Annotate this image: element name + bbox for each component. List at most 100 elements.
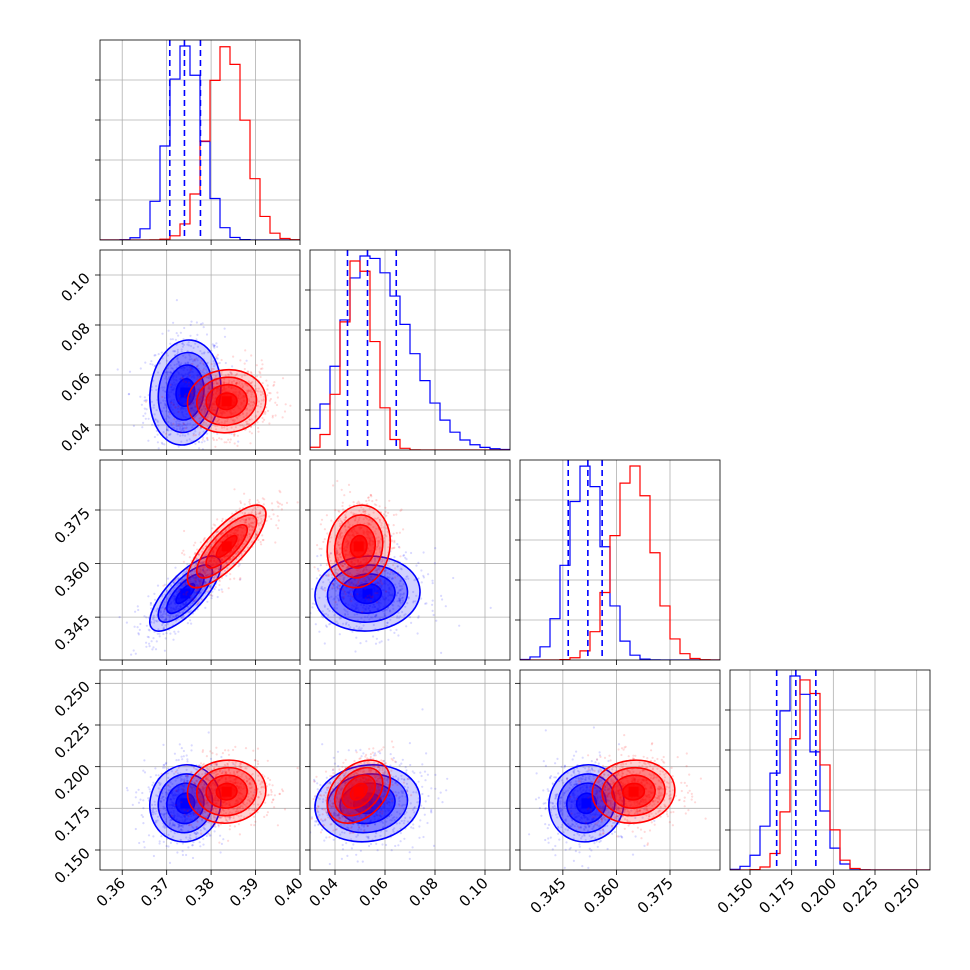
scatter-point <box>206 361 209 364</box>
scatter-point <box>378 519 382 522</box>
scatter-point <box>190 575 193 578</box>
scatter-point <box>194 442 197 445</box>
scatter-point <box>369 518 372 521</box>
scatter-point <box>162 799 165 802</box>
scatter-point <box>161 332 164 335</box>
scatter-point <box>163 583 167 586</box>
scatter-point <box>375 552 378 555</box>
scatter-point <box>344 525 347 528</box>
scatter-point <box>262 503 265 506</box>
scatter-point <box>404 605 407 608</box>
scatter-point <box>374 592 377 595</box>
scatter-point <box>337 544 340 547</box>
scatter-point <box>235 552 238 555</box>
scatter-point <box>212 569 215 572</box>
scatter-point <box>175 614 178 617</box>
scatter-point <box>177 360 181 364</box>
scatter-point <box>256 531 259 534</box>
scatter-point <box>204 574 207 577</box>
scatter-point <box>244 511 247 514</box>
scatter-point <box>195 604 198 607</box>
scatter-point <box>176 772 179 775</box>
scatter-point <box>181 427 184 430</box>
scatter-point <box>207 376 210 379</box>
scatter-point <box>357 573 360 576</box>
scatter-point <box>154 767 157 770</box>
scatter-point <box>382 513 386 516</box>
scatter-point <box>229 573 232 576</box>
scatter-point <box>328 554 331 557</box>
scatter-point <box>182 421 185 425</box>
scatter-point <box>255 534 258 537</box>
scatter-point <box>385 590 388 593</box>
scatter-point <box>321 575 324 578</box>
scatter-point <box>236 551 239 554</box>
scatter-point <box>233 517 237 520</box>
scatter-point <box>188 836 191 839</box>
scatter-point <box>152 379 155 382</box>
scatter-point <box>489 606 492 609</box>
scatter-point <box>315 577 318 580</box>
scatter-point <box>180 616 183 619</box>
scatter-point <box>257 501 260 504</box>
scatter-point <box>198 431 201 434</box>
scatter-point <box>338 599 341 602</box>
scatter-point <box>227 587 230 590</box>
scatter-point <box>200 408 203 411</box>
scatter-point <box>313 566 316 569</box>
scatter-point <box>205 422 208 425</box>
scatter-point <box>248 402 251 406</box>
scatter-point <box>320 547 323 550</box>
scatter-point <box>193 574 196 577</box>
scatter-point <box>378 567 381 570</box>
scatter-point <box>371 616 374 619</box>
scatter-point <box>348 572 351 575</box>
scatter-point <box>208 589 211 593</box>
scatter-point <box>231 512 234 515</box>
scatter-point <box>162 584 165 587</box>
scatter-point <box>366 616 369 619</box>
scatter-point <box>188 824 191 827</box>
scatter-point <box>398 582 401 585</box>
scatter-point <box>221 590 224 593</box>
scatter-point <box>326 532 329 535</box>
scatter-point <box>224 528 228 531</box>
scatter-point <box>182 380 185 383</box>
scatter-point <box>220 519 224 523</box>
scatter-point <box>167 429 170 432</box>
scatter-point <box>175 299 178 302</box>
scatter-point <box>227 381 230 385</box>
scatter-point <box>195 357 198 360</box>
scatter-point <box>254 508 258 511</box>
scatter-point <box>203 351 206 354</box>
scatter-point <box>199 323 203 326</box>
scatter-point <box>163 787 166 790</box>
scatter-point <box>375 527 378 530</box>
scatter-point <box>176 350 179 354</box>
scatter-point <box>165 618 168 621</box>
scatter-point <box>339 533 342 536</box>
scatter-point <box>355 636 358 639</box>
scatter-point <box>210 594 213 597</box>
scatter-point <box>245 384 248 387</box>
scatter-point <box>234 373 238 377</box>
scatter-point <box>182 378 185 381</box>
scatter-point <box>180 824 183 827</box>
scatter-point <box>371 595 374 598</box>
scatter-point <box>176 613 179 616</box>
scatter-point <box>187 341 190 344</box>
scatter-point <box>259 511 262 514</box>
scatter-point <box>167 433 170 436</box>
scatter-point <box>329 552 332 555</box>
scatter-point <box>346 565 349 568</box>
scatter-point <box>143 846 146 849</box>
panel-frame <box>519 459 721 661</box>
scatter-point <box>211 594 214 597</box>
scatter-point <box>201 389 205 392</box>
scatter-point <box>362 510 365 514</box>
scatter-point <box>347 483 351 486</box>
scatter-point <box>399 567 402 570</box>
scatter-point <box>256 404 259 407</box>
scatter-point <box>359 578 362 581</box>
scatter-point <box>216 357 219 360</box>
